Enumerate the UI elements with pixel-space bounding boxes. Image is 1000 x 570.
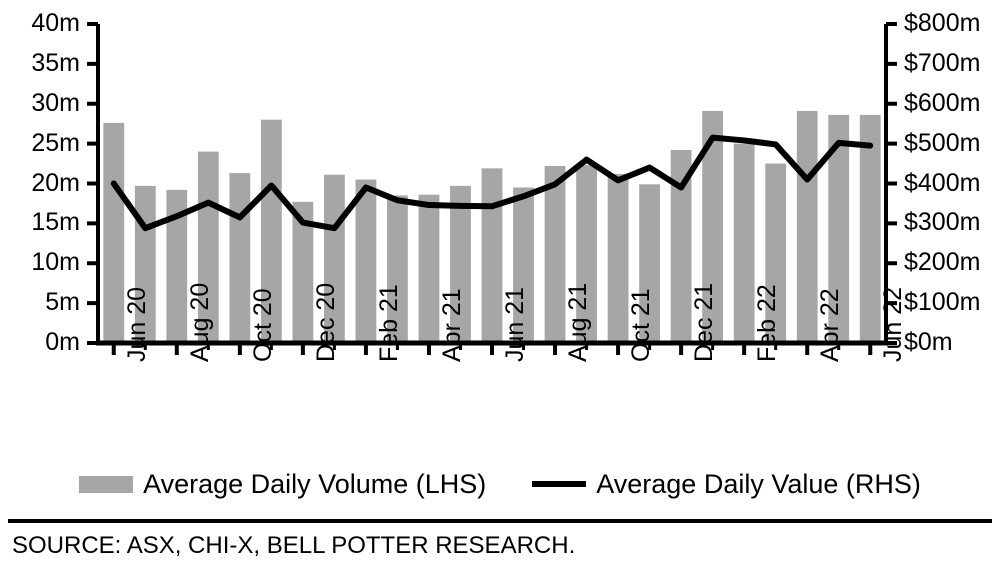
legend-bar-swatch — [79, 475, 134, 493]
left-axis-tick-label: 20m — [31, 168, 80, 197]
bar — [418, 194, 440, 343]
left-axis-tick-label: 40m — [31, 9, 80, 37]
left-axis-tick-label: 0m — [45, 328, 80, 356]
left-axis-tick-label: 30m — [31, 88, 80, 117]
x-axis-tick-label: Feb 21 — [374, 284, 403, 362]
x-axis-tick-label: Oct 20 — [248, 288, 277, 362]
left-axis-tick-label: 25m — [31, 128, 80, 157]
bar — [166, 189, 188, 343]
legend-item-value: Average Daily Value (RHS) — [532, 469, 921, 499]
x-axis-tick-label: Aug 21 — [564, 282, 593, 362]
bar — [576, 165, 597, 343]
right-axis-tick-label: $300m — [904, 208, 981, 237]
x-axis-tick-label: Aug 20 — [185, 282, 214, 362]
bar — [481, 168, 503, 343]
right-axis-tick-label: $0m — [904, 328, 953, 356]
bar — [670, 150, 692, 343]
bar — [513, 187, 534, 343]
bar — [355, 179, 377, 343]
x-axis-tick-label: Dec 20 — [311, 282, 340, 362]
bar — [544, 165, 566, 343]
x-axis-tick-label: Jun 21 — [501, 286, 529, 362]
left-axis-tick-label: 5m — [45, 288, 80, 317]
left-axis-tick-label: 10m — [31, 248, 80, 277]
x-axis-tick-label: Apr 22 — [816, 288, 845, 362]
line-series — [110, 134, 874, 232]
chart-canvas — [87, 22, 897, 355]
x-axis-tick-label: Jun 20 — [122, 286, 151, 362]
bar — [229, 173, 251, 343]
x-axis-tick-label: Dec 21 — [690, 282, 719, 362]
bar — [859, 114, 881, 343]
right-axis-tick-label: $600m — [904, 88, 981, 117]
bar — [292, 201, 314, 343]
x-axis-tick-label: Feb 22 — [753, 284, 782, 362]
axes-group — [87, 22, 897, 355]
bar — [828, 114, 850, 343]
legend-item-volume: Average Daily Volume (LHS) — [79, 469, 486, 499]
left-axis-tick-label: 35m — [31, 48, 80, 77]
x-axis-tick-label: Apr 21 — [437, 288, 466, 362]
bar — [103, 122, 125, 343]
bar — [796, 110, 818, 344]
source-note: SOURCE: ASX, CHI-X, BELL POTTER RESEARCH… — [12, 532, 576, 559]
legend-line-swatch — [532, 481, 587, 487]
bar — [387, 195, 408, 343]
legend-label-value: Average Daily Value (RHS) — [596, 469, 921, 499]
right-axis-tick-label: $200m — [904, 248, 981, 277]
x-axis-tick-label: Oct 21 — [627, 288, 656, 362]
plot-area — [87, 22, 897, 355]
right-axis-tick-label: $400m — [904, 168, 981, 197]
footer-divider — [8, 519, 992, 523]
right-axis-tick-label: $800m — [904, 9, 981, 37]
bar — [765, 163, 787, 343]
bar — [260, 119, 282, 343]
right-axis-tick-label: $100m — [904, 288, 981, 317]
chart-legend: Average Daily Volume (LHS) Average Daily… — [0, 462, 1000, 506]
bar — [639, 184, 660, 343]
bar — [450, 185, 471, 343]
x-axis-tick-label: Jun 22 — [879, 286, 908, 362]
right-axis-tick-label: $500m — [904, 128, 981, 157]
right-axis-tick-label: $700m — [904, 48, 981, 77]
bar — [197, 151, 219, 343]
legend-label-volume: Average Daily Volume (LHS) — [143, 469, 487, 499]
bar — [733, 143, 755, 344]
bar — [702, 110, 724, 344]
left-axis-tick-label: 15m — [31, 208, 80, 237]
bar — [607, 173, 629, 343]
